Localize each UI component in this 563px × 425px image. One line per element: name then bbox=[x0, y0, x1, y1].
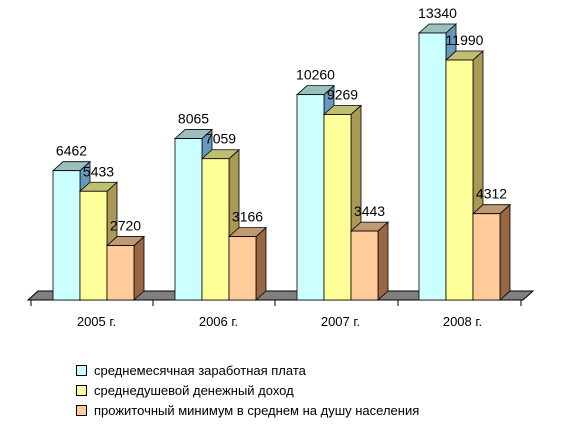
value-label-3-2: 4312 bbox=[476, 186, 507, 202]
legend-swatch-income bbox=[76, 384, 87, 396]
x-tick-label-1: 2006 г. bbox=[199, 314, 238, 329]
bars-group bbox=[51, 23, 512, 301]
category-separators bbox=[30, 300, 522, 306]
bar-2-2 bbox=[349, 221, 390, 301]
bar-front-face bbox=[52, 170, 81, 301]
bar-front-face bbox=[296, 94, 325, 301]
x-tick-label-0: 2005 г. bbox=[77, 314, 116, 329]
legend-item-salary: среднемесячная заработная плата bbox=[76, 360, 419, 380]
legend-label-subsistence: прожиточный минимум в среднем на душу на… bbox=[94, 402, 420, 418]
legend: среднемесячная заработная плата среднеду… bbox=[76, 360, 419, 420]
bar-front-face bbox=[174, 138, 203, 301]
value-label-1-0: 8065 bbox=[178, 111, 209, 127]
value-label-3-1: 11990 bbox=[446, 32, 484, 48]
value-label-1-2: 3166 bbox=[232, 209, 263, 225]
bar-side-face bbox=[377, 221, 389, 301]
legend-swatch-subsistence bbox=[76, 404, 87, 416]
value-labels-group: 6462 5433 2720 8065 7059 3166 10260 9269 3443 133… bbox=[56, 5, 507, 234]
value-label-0-1: 5433 bbox=[83, 163, 114, 179]
bar-front-face bbox=[350, 230, 379, 301]
legend-label-salary: среднемесячная заработная плата bbox=[94, 362, 306, 378]
bar-0-2 bbox=[105, 235, 146, 301]
bar-1-2 bbox=[227, 226, 268, 301]
x-tick-label-2: 2007 г. bbox=[321, 314, 360, 329]
bar-front-face bbox=[79, 190, 108, 301]
bar-front-face bbox=[201, 158, 230, 301]
value-label-1-1: 7059 bbox=[205, 131, 236, 147]
bar-3-2 bbox=[471, 203, 512, 301]
bar-front-face bbox=[472, 213, 501, 301]
bar-front-face bbox=[228, 236, 257, 301]
bar-front-face bbox=[445, 59, 474, 301]
bar-front-face bbox=[418, 32, 447, 301]
legend-label-income: среднедушевой денежный доход bbox=[94, 382, 294, 398]
bar-side-face bbox=[133, 235, 145, 301]
legend-swatch-salary bbox=[76, 364, 87, 376]
value-label-2-2: 3443 bbox=[354, 203, 385, 219]
value-label-0-2: 2720 bbox=[110, 218, 141, 234]
bar-front-face bbox=[106, 245, 135, 301]
legend-item-income: среднедушевой денежный доход bbox=[76, 380, 419, 400]
x-tick-label-3: 2008 г. bbox=[443, 314, 482, 329]
bar-front-face bbox=[323, 114, 352, 301]
bar-side-face bbox=[499, 203, 511, 301]
value-label-3-0: 13340 bbox=[418, 5, 457, 21]
value-label-0-0: 6462 bbox=[56, 143, 87, 159]
value-label-2-0: 10260 bbox=[296, 67, 335, 83]
value-label-2-1: 9269 bbox=[327, 86, 358, 102]
legend-item-subsistence: прожиточный минимум в среднем на душу на… bbox=[76, 400, 419, 420]
x-axis-tick-labels: 2005 г. 2006 г. 2007 г. 2008 г. bbox=[77, 314, 482, 329]
bar-side-face bbox=[255, 226, 267, 301]
